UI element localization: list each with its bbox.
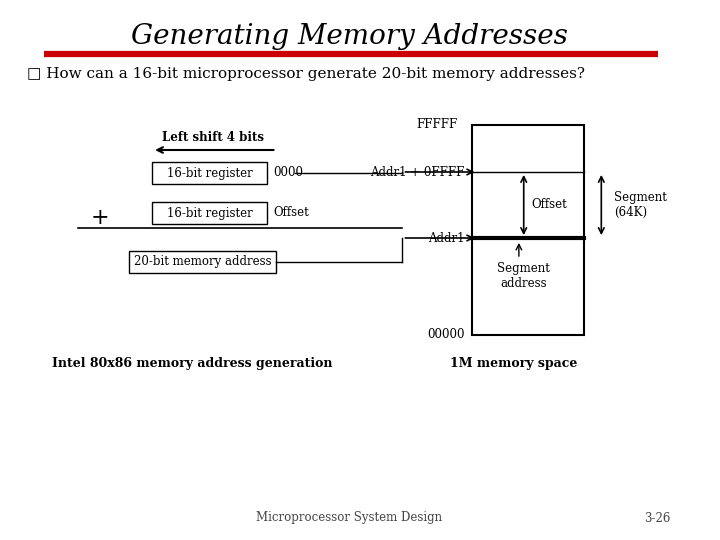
Text: 3-26: 3-26 xyxy=(644,511,671,524)
Text: 0000: 0000 xyxy=(274,166,304,179)
Text: □ How can a 16-bit microprocessor generate 20-bit memory addresses?: □ How can a 16-bit microprocessor genera… xyxy=(27,67,585,81)
Text: Generating Memory Addresses: Generating Memory Addresses xyxy=(131,24,567,51)
Text: Offset: Offset xyxy=(274,206,310,219)
Text: Offset: Offset xyxy=(531,199,567,212)
Text: 00000: 00000 xyxy=(427,328,464,341)
Text: FFFFF: FFFFF xyxy=(417,118,458,132)
Bar xyxy=(152,202,266,224)
Bar xyxy=(152,162,266,184)
Text: Segment
(64K): Segment (64K) xyxy=(614,191,667,219)
Text: 16-bit register: 16-bit register xyxy=(166,206,253,219)
Text: Addr1: Addr1 xyxy=(428,232,464,245)
Bar xyxy=(129,251,276,273)
Text: Segment
address: Segment address xyxy=(498,262,550,290)
Text: +: + xyxy=(91,207,109,229)
Text: Intel 80x86 memory address generation: Intel 80x86 memory address generation xyxy=(52,357,333,370)
Text: Addr1 + 0FFFF: Addr1 + 0FFFF xyxy=(370,165,464,179)
Text: 16-bit register: 16-bit register xyxy=(166,166,253,179)
Bar xyxy=(472,125,584,335)
Text: 20-bit memory address: 20-bit memory address xyxy=(134,255,271,268)
Text: Left shift 4 bits: Left shift 4 bits xyxy=(163,131,264,144)
Text: 1M memory space: 1M memory space xyxy=(450,357,577,370)
Text: Microprocessor System Design: Microprocessor System Design xyxy=(256,511,442,524)
